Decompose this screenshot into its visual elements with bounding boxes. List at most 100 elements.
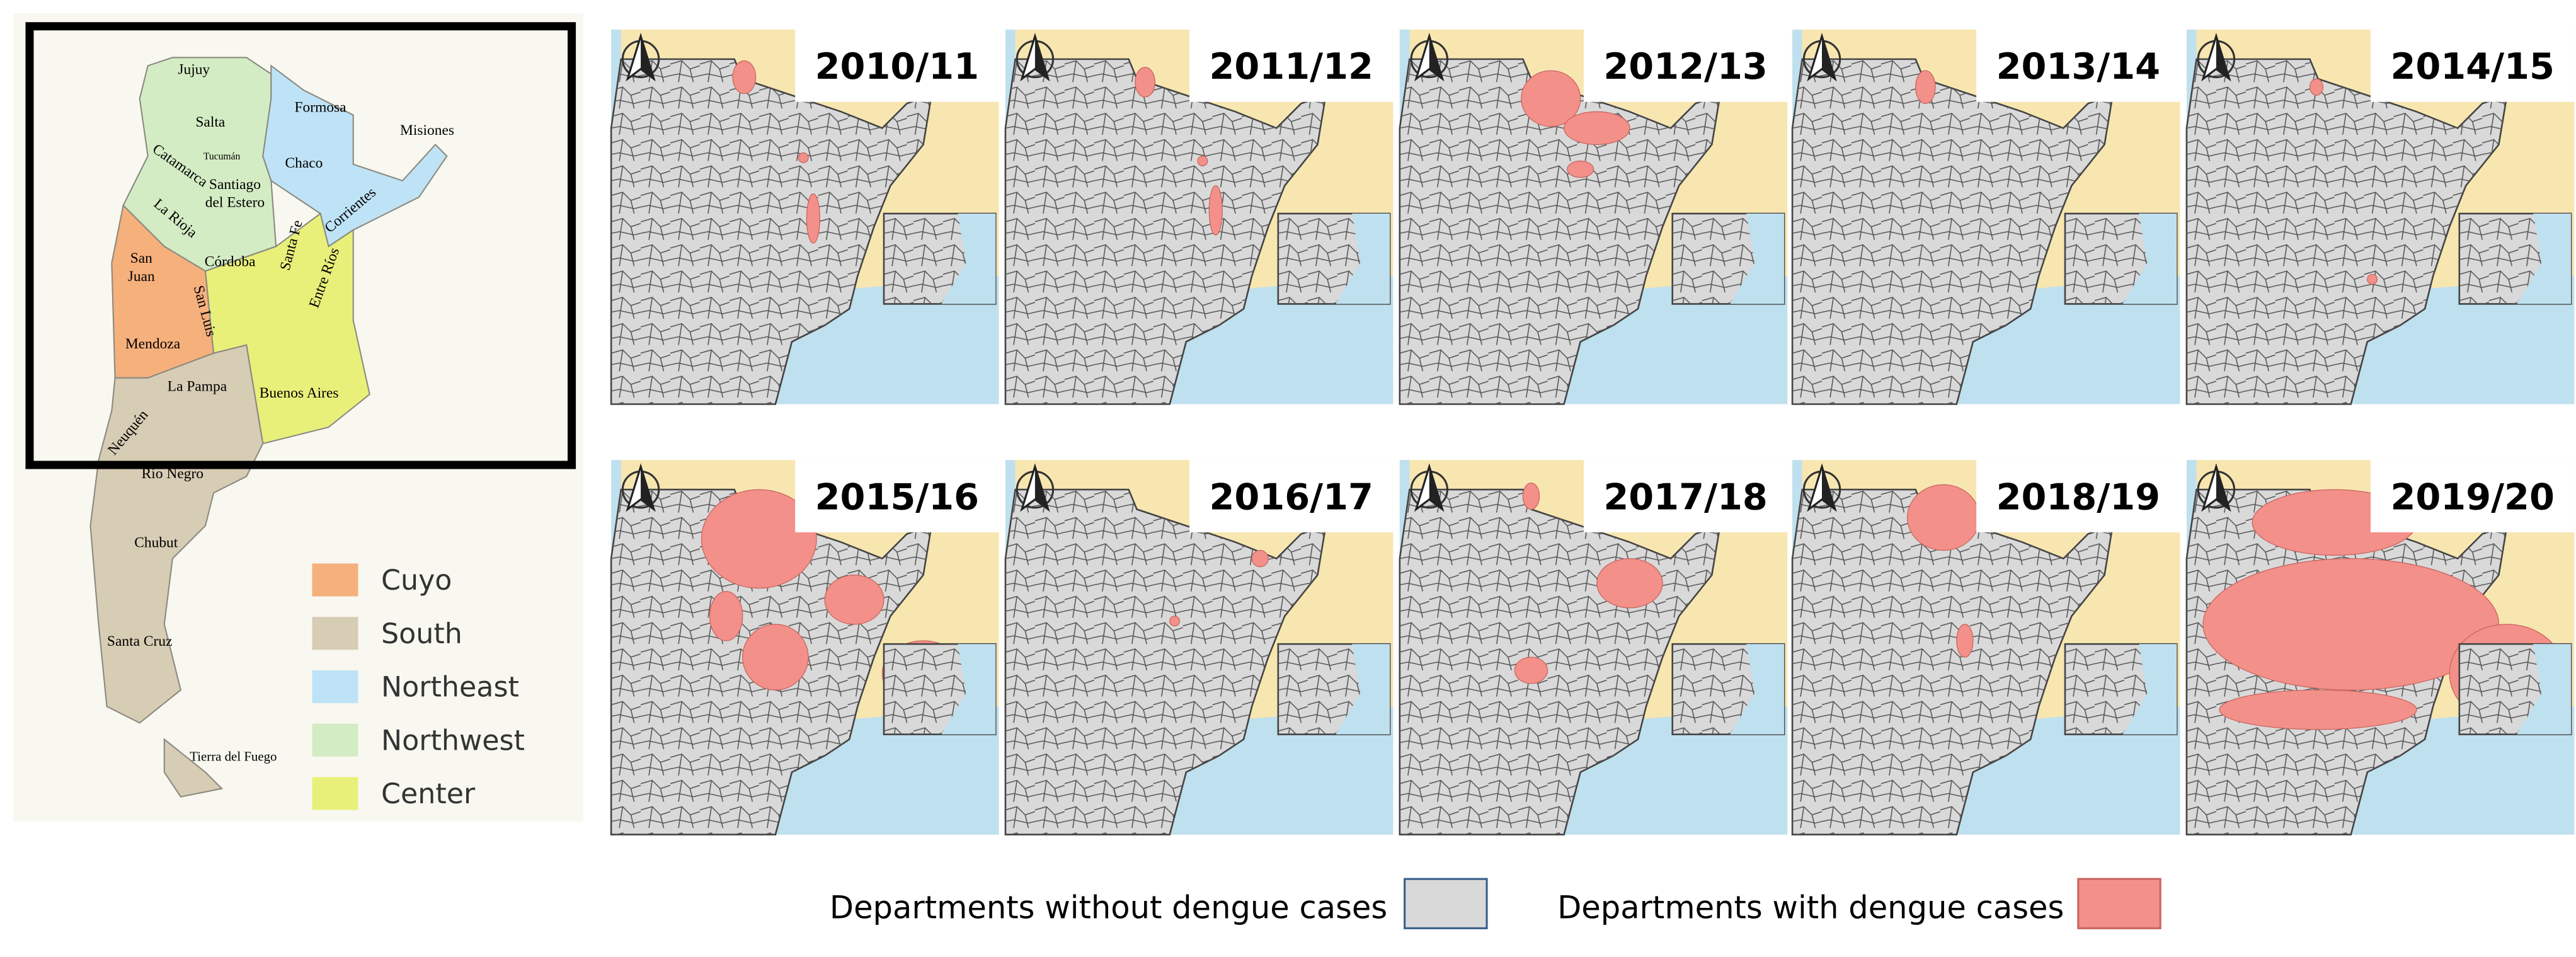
province-label: Tucumán [203,151,241,162]
year-box: 2017/18 [1583,460,1788,532]
year-box-bg [1189,29,1394,102]
year-label: 2012/13 [1603,45,1767,88]
map-panel: 2012/13 [1399,29,1788,405]
year-box-bg [2370,29,2575,102]
departments [2186,59,2507,404]
year-box-bg [795,29,999,102]
province-label: Jujuy [178,61,210,77]
dengue-area [1208,185,1223,236]
legend-label: South [381,618,462,650]
dengue-area [1169,616,1181,627]
northwest [122,57,277,272]
compass [1410,463,1449,512]
legend-label: Departments with dengue cases [1557,890,2064,926]
inset [1277,643,1391,735]
dengue-area [806,193,820,244]
province-label: Misiones [400,122,454,139]
map-panel: 2010/11 [610,29,999,405]
inset-sea [1729,214,1785,304]
departments [1792,59,2113,404]
tierra-del-fuego-shape [163,738,224,798]
dengue-area [1596,558,1663,609]
year-label: 2016/17 [1210,476,1373,518]
year-box-bg [2370,460,2575,532]
map-panel: 2016/17 [1004,460,1394,836]
province-label: Formosa [295,99,347,115]
dengue-area [824,575,884,625]
dengue-area [742,624,809,691]
dengue-area [1135,67,1155,98]
legend-label: Northeast [381,672,519,704]
province-label: Santa Cruz [107,633,173,650]
inset-sea [1336,644,1390,735]
compass-arrow-dark [1429,466,1443,510]
dengue-area [701,489,817,589]
province-label: Chubut [134,534,178,551]
province-label: Mendoza [125,336,181,352]
dengue-area [1915,70,1936,104]
dengue-legend: Departments without dengue cases Departme… [830,878,2161,929]
dengue-area [1197,156,1208,167]
region-map [89,57,448,798]
province-label: Río Negro [142,466,203,482]
inset-sea [1729,644,1785,735]
region-legend: Cuyo South Northeast Northwest Center [312,563,525,810]
province-label: Chaco [285,155,323,171]
inset [2458,643,2572,735]
compass [1802,463,1841,512]
inset [883,643,997,735]
legend-swatch [2077,878,2161,929]
year-box-bg [1189,460,1394,532]
province-label-line: Santiago [209,176,261,193]
dengue-area [1906,484,1981,551]
province-label: Córdoba [205,253,256,270]
compass-arrow-dark [1034,36,1048,79]
compass [1410,33,1449,82]
dengue-area [1251,549,1269,568]
northeast [262,64,448,248]
year-box: 2015/16 [795,460,999,532]
dengue-area [1521,70,1581,127]
dengue-area [1563,111,1630,146]
province-label-line: del Estero [205,195,265,211]
inset [883,212,997,305]
dengue-area [709,591,743,641]
dengue-area [732,60,757,95]
inset [2458,212,2572,305]
year-label: 2018/19 [1996,476,2160,518]
legend-swatch [312,723,358,757]
map-panel: 2014/15 [2185,29,2575,405]
inset [1671,212,1785,305]
year-label: 2014/15 [2390,45,2554,88]
legend-swatch [312,563,358,597]
year-label: 2017/18 [1603,476,1767,518]
year-box-bg [1583,460,1788,532]
inset [2064,212,2178,305]
province-label: La Pampa [168,379,227,395]
inset-sea [2122,644,2177,735]
compass [1016,463,1055,512]
inset-sea [2517,214,2572,304]
year-label: 2019/20 [2390,476,2554,518]
departments [1005,59,1326,404]
dengue-area [2202,558,2500,691]
map-panel: 2017/18 [1399,460,1788,836]
inset-sea [941,214,996,304]
legend-label: Departments without dengue cases [830,890,1387,926]
inset [1671,643,1785,735]
legend-label: Cuyo [381,564,452,597]
compass [1802,33,1841,82]
compass [621,33,660,82]
compass-arrow-dark [2216,466,2230,510]
inset [1277,212,1391,305]
province-label: San Juan [128,250,155,285]
province-label: Santiago del Estero [205,176,265,211]
year-box: 2014/15 [2370,29,2575,102]
compass-arrow-dark [2216,36,2230,79]
dengue-area [798,152,809,163]
year-box: 2013/14 [1976,29,2180,102]
compass-arrow-dark [641,466,654,510]
compass [621,463,660,512]
year-box-bg [1976,460,2180,532]
year-label: 2011/12 [1210,45,1373,88]
